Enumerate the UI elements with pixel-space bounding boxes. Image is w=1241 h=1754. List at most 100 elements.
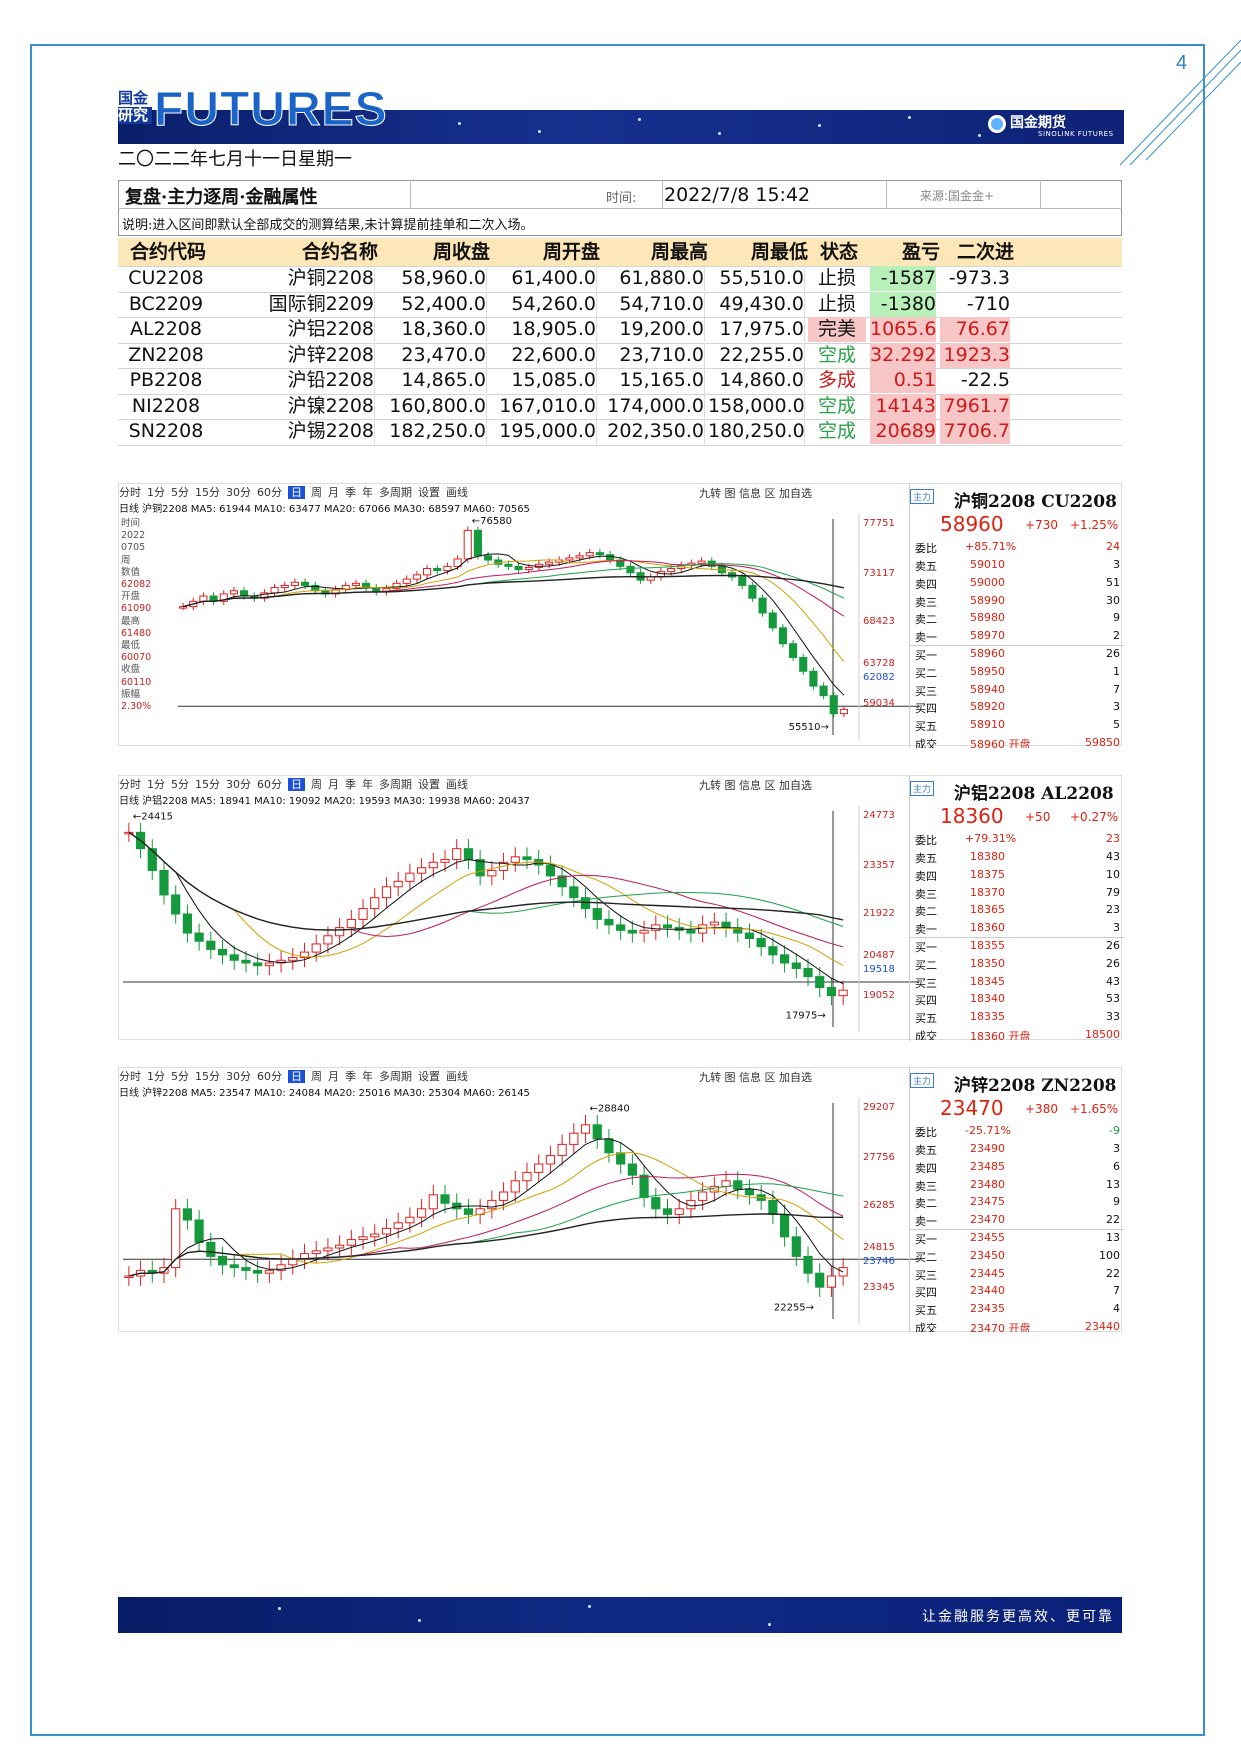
period-button[interactable]: 画线 <box>446 486 468 499</box>
period-button[interactable]: 月 <box>328 486 339 499</box>
period-button[interactable]: 多周期 <box>379 1070 412 1083</box>
period-button[interactable]: 30分 <box>226 1070 251 1083</box>
table-cell: 160,800.0 <box>378 393 487 419</box>
period-button[interactable]: 季 <box>345 778 356 791</box>
brand-name: 国金期货 <box>1010 115 1066 131</box>
period-button[interactable]: 日 <box>288 1070 305 1083</box>
period-button[interactable]: 年 <box>362 486 373 499</box>
report-date: 二〇二二年七月十一日星期一 <box>118 149 352 170</box>
price-axis-label: 19518 <box>863 964 895 975</box>
ask-row: 卖一 23470 22 <box>915 1213 1120 1231</box>
period-button[interactable]: 分时 <box>119 486 141 499</box>
book-divider <box>910 645 1124 646</box>
candle <box>569 886 579 899</box>
period-button[interactable]: 周 <box>311 778 322 791</box>
table-cell: 58,960.0 <box>378 266 487 291</box>
chart-toolbar-right[interactable]: 九转 图 信息 区 加自选 <box>699 1071 812 1084</box>
book-price: 58920 <box>970 700 1005 714</box>
ask-row: 卖五 18380 43 <box>915 850 1120 868</box>
ratio-volume: 24 <box>1106 540 1120 553</box>
period-button[interactable]: 5分 <box>171 778 189 791</box>
table-cell: 14143 <box>870 393 936 419</box>
candle <box>392 582 401 590</box>
price-change: +730 <box>1025 518 1058 532</box>
period-button[interactable]: 30分 <box>226 486 251 499</box>
book-price: 23475 <box>970 1195 1005 1209</box>
candle <box>791 962 801 969</box>
period-button[interactable]: 年 <box>362 1070 373 1083</box>
period-button[interactable]: 15分 <box>195 1070 220 1083</box>
period-button[interactable]: 60分 <box>257 778 282 791</box>
time-value: 2022/7/8 15:42 <box>664 184 811 206</box>
ma10-line <box>128 831 844 966</box>
candle <box>514 565 523 571</box>
period-button[interactable]: 多周期 <box>379 778 412 791</box>
table-cell: -973.3 <box>948 267 1010 289</box>
period-button[interactable]: 设置 <box>418 778 440 791</box>
side-info-item: 开盘 <box>121 591 141 603</box>
book-price: 58960 <box>970 647 1005 660</box>
period-button[interactable]: 分时 <box>119 778 141 791</box>
period-button[interactable]: 1分 <box>147 1070 165 1083</box>
candle <box>604 918 614 926</box>
period-button[interactable]: 分时 <box>119 1070 141 1083</box>
period-button[interactable]: 多周期 <box>379 486 412 499</box>
book-volume: 3 <box>1113 921 1120 935</box>
period-button[interactable]: 月 <box>328 1070 339 1083</box>
period-button[interactable]: 1分 <box>147 486 165 499</box>
table-cell: 7706.7 <box>940 419 1010 444</box>
period-button[interactable]: 季 <box>345 1070 356 1083</box>
period-button[interactable]: 60分 <box>257 486 282 499</box>
candlestick-plot[interactable]: ←76580 55510→ 77751 73117 68423 63728 62082 590… <box>119 514 919 740</box>
period-button[interactable]: 日 <box>288 486 305 499</box>
candlestick-plot[interactable]: ←24415 17975→ 24773 23357 21922 20487 19518 190… <box>119 806 919 1032</box>
bid-row: 买二 18350 26 <box>915 957 1120 975</box>
period-button[interactable]: 周 <box>311 1070 322 1083</box>
chart-toolbar-right[interactable]: 九转 图 信息 区 加自选 <box>699 779 812 792</box>
candle <box>323 1247 333 1252</box>
period-button[interactable]: 周 <box>311 486 322 499</box>
candle <box>738 576 747 586</box>
candle <box>229 954 239 961</box>
chart-toolbar-right[interactable]: 九转 图 信息 区 加自选 <box>699 487 812 500</box>
book-price: 23450 <box>970 1248 1005 1262</box>
period-button[interactable]: 画线 <box>446 778 468 791</box>
period-button[interactable]: 60分 <box>257 1070 282 1083</box>
period-button[interactable]: 画线 <box>446 1070 468 1083</box>
period-button[interactable]: 15分 <box>195 778 220 791</box>
chart-zn2208: 分时 1分 5分 15分 30分 60分日周月季年多周期 设置 画线 九转 图 信息 区 加自选… <box>118 1067 1124 1333</box>
period-button[interactable]: 设置 <box>418 486 440 499</box>
period-button[interactable]: 月 <box>328 778 339 791</box>
period-button[interactable]: 季 <box>345 486 356 499</box>
book-price: 18360 <box>970 921 1005 935</box>
book-price: 58950 <box>970 664 1005 678</box>
candle <box>416 1208 427 1218</box>
candle <box>229 590 238 595</box>
period-button[interactable]: 日 <box>288 778 305 791</box>
book-side: 卖五 <box>915 560 937 573</box>
table-cell: 202,350.0 <box>600 419 705 444</box>
ma-legend: 日线 沪铝2208 MA5: 18941 MA10: 19092 MA20: 1… <box>119 796 530 807</box>
book-volume: 22 <box>1106 1213 1120 1227</box>
book-volume: 7 <box>1113 1284 1120 1298</box>
candle <box>159 869 169 896</box>
period-button[interactable]: 5分 <box>171 486 189 499</box>
candlestick-plot[interactable]: ←28840 22255→ 29207 27756 26285 24815 23746 233… <box>119 1098 919 1324</box>
column-header: 状态 <box>819 241 858 263</box>
candle <box>171 1208 181 1269</box>
period-button[interactable]: 1分 <box>147 778 165 791</box>
candle <box>803 967 813 978</box>
period-button[interactable]: 5分 <box>171 1070 189 1083</box>
side-info-item: 60070 <box>121 652 152 664</box>
price-axis-label: 77751 <box>863 518 895 529</box>
candle <box>346 1239 356 1246</box>
candle <box>241 1267 251 1271</box>
period-button[interactable]: 15分 <box>195 486 220 499</box>
brand-circle-icon <box>988 115 1006 133</box>
period-button[interactable]: 30分 <box>226 778 251 791</box>
candle <box>335 1244 345 1249</box>
table-row: AL2208 沪铝2208 18,360.0 18,905.0 19,200.0 17,9… <box>118 317 1122 344</box>
period-button[interactable]: 设置 <box>418 1070 440 1083</box>
period-button[interactable]: 年 <box>362 778 373 791</box>
logo-cn-line2: 研究 <box>118 107 152 124</box>
